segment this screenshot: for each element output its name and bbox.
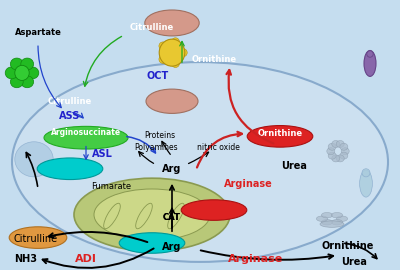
Ellipse shape	[328, 152, 336, 159]
Ellipse shape	[340, 143, 348, 150]
Ellipse shape	[332, 140, 340, 147]
Text: Citrulline: Citrulline	[14, 234, 58, 244]
Ellipse shape	[247, 126, 313, 147]
Ellipse shape	[119, 233, 185, 253]
Text: NH3: NH3	[14, 254, 38, 264]
Ellipse shape	[331, 212, 342, 218]
Ellipse shape	[340, 152, 348, 159]
Ellipse shape	[21, 58, 34, 70]
Ellipse shape	[160, 40, 184, 66]
Ellipse shape	[145, 10, 199, 36]
Ellipse shape	[159, 55, 167, 63]
Ellipse shape	[362, 169, 370, 177]
Ellipse shape	[336, 140, 344, 147]
Ellipse shape	[336, 216, 348, 221]
Ellipse shape	[331, 220, 342, 225]
Ellipse shape	[328, 143, 336, 150]
Ellipse shape	[26, 67, 39, 79]
Text: ADI: ADI	[75, 254, 97, 264]
Ellipse shape	[159, 42, 167, 50]
Ellipse shape	[336, 155, 344, 162]
Ellipse shape	[5, 67, 18, 79]
Ellipse shape	[9, 227, 67, 248]
Text: Fumarate: Fumarate	[91, 182, 131, 191]
Text: ASS: ASS	[59, 111, 81, 121]
Ellipse shape	[321, 212, 332, 218]
Ellipse shape	[179, 49, 187, 57]
Text: Arginase: Arginase	[224, 178, 272, 189]
Ellipse shape	[10, 58, 23, 70]
Text: CAT: CAT	[163, 213, 181, 222]
Ellipse shape	[37, 158, 103, 180]
Ellipse shape	[15, 65, 29, 80]
Ellipse shape	[15, 142, 53, 177]
Ellipse shape	[146, 89, 198, 113]
Text: Citrulline: Citrulline	[130, 22, 174, 32]
Ellipse shape	[364, 50, 376, 76]
Ellipse shape	[159, 39, 185, 66]
Text: Urea: Urea	[281, 161, 307, 171]
Ellipse shape	[172, 38, 180, 46]
Ellipse shape	[360, 170, 372, 197]
Ellipse shape	[322, 220, 333, 225]
Ellipse shape	[320, 221, 344, 227]
Ellipse shape	[341, 148, 349, 155]
Ellipse shape	[172, 59, 180, 68]
Text: Arginosuccinate: Arginosuccinate	[51, 128, 121, 137]
Text: OCT: OCT	[147, 70, 169, 81]
Text: Arg: Arg	[162, 164, 182, 174]
Text: Proteins: Proteins	[144, 130, 176, 140]
Ellipse shape	[367, 51, 373, 57]
Ellipse shape	[94, 189, 210, 240]
Text: ASL: ASL	[92, 149, 112, 159]
Text: Arginase: Arginase	[228, 254, 284, 264]
Ellipse shape	[10, 76, 23, 88]
Ellipse shape	[332, 155, 340, 162]
Ellipse shape	[327, 148, 335, 155]
Text: Ornithine: Ornithine	[258, 129, 302, 138]
Text: nitric oxide: nitric oxide	[196, 143, 240, 152]
Ellipse shape	[12, 62, 388, 262]
Text: Citrulline: Citrulline	[48, 97, 92, 106]
Text: Polyamines: Polyamines	[134, 143, 178, 152]
Ellipse shape	[316, 216, 328, 221]
Ellipse shape	[21, 76, 34, 88]
Text: Ornithine: Ornithine	[192, 55, 236, 65]
Text: CAT: CAT	[163, 213, 181, 222]
Text: Arg: Arg	[162, 242, 182, 252]
Text: Ornithine: Ornithine	[322, 241, 374, 251]
Text: Urea: Urea	[341, 257, 367, 268]
Ellipse shape	[181, 200, 247, 220]
Ellipse shape	[44, 126, 128, 149]
Text: Aspartate: Aspartate	[14, 28, 62, 37]
Ellipse shape	[74, 178, 230, 251]
